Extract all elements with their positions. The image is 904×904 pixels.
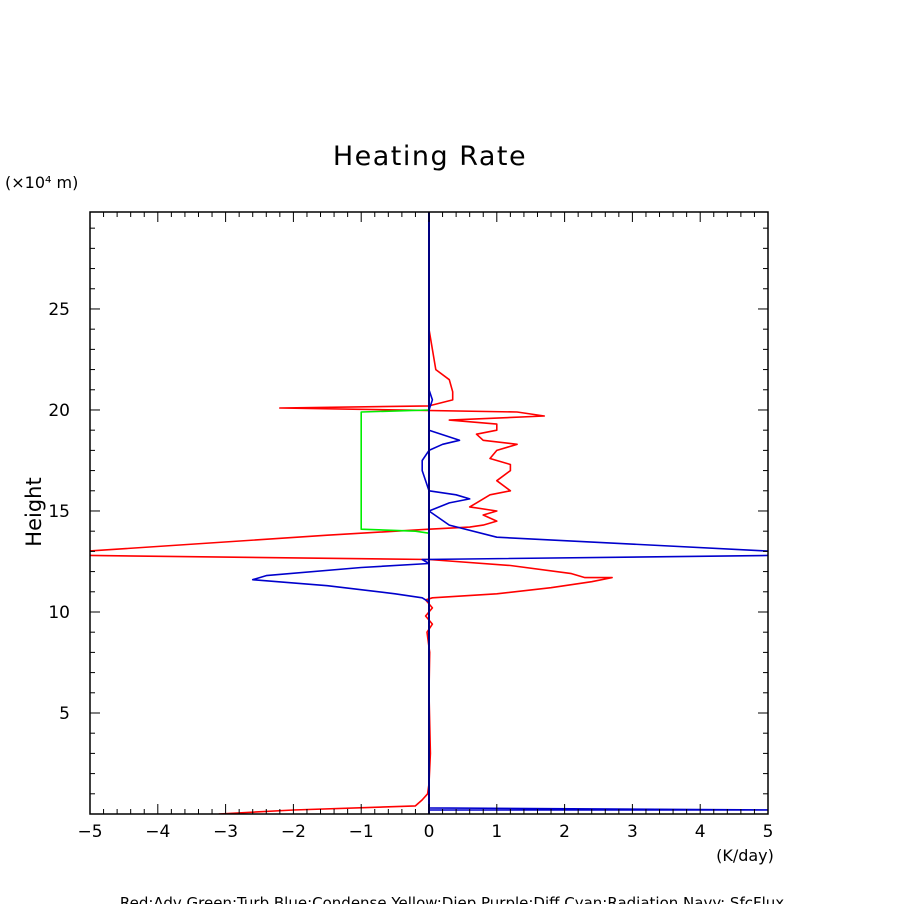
y-tick-label: 15 (48, 502, 70, 522)
series-line-2 (360, 409, 430, 534)
y-tick-label: 10 (48, 603, 70, 623)
plot-frame (89, 211, 769, 815)
x-unit-label: (K/day) (716, 846, 774, 865)
x-tick-label: 2 (559, 822, 570, 842)
series-layer (90, 212, 768, 814)
y-tick-label: 25 (48, 300, 70, 320)
legend-caption: Red:Adv Green:Turb Blue:Condense Yellow:… (120, 894, 784, 904)
series-line-1 (90, 258, 613, 814)
y-tick-label: 20 (48, 401, 70, 421)
x-tick-label: 3 (627, 822, 638, 842)
x-tick-label: 0 (424, 822, 435, 842)
ticks-layer: −5 −4 −3 −2 −1 0 1 2 3 4 5 5 10 15 20 25 (48, 212, 773, 842)
x-tick-label: −2 (281, 822, 306, 842)
x-tick-label: −5 (77, 822, 102, 842)
y-unit-label: (×10⁴ m) (5, 173, 78, 192)
chart-title: Heating Rate (333, 141, 527, 172)
x-tick-label: −4 (145, 822, 170, 842)
series-line-3 (251, 212, 768, 811)
y-axis-label: Height (22, 477, 46, 546)
x-tick-label: 5 (763, 822, 774, 842)
x-tick-label: −3 (213, 822, 238, 842)
x-tick-label: 4 (695, 822, 706, 842)
x-tick-label: 1 (491, 822, 502, 842)
x-tick-label: −1 (349, 822, 374, 842)
y-tick-label: 5 (59, 704, 70, 724)
